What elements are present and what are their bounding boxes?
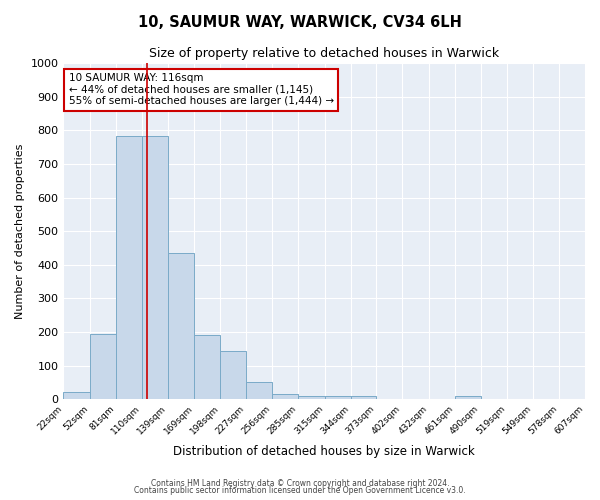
Bar bbox=[298, 396, 325, 399]
Bar bbox=[64, 392, 90, 399]
Bar bbox=[272, 394, 298, 399]
Title: Size of property relative to detached houses in Warwick: Size of property relative to detached ho… bbox=[149, 48, 499, 60]
Text: Contains HM Land Registry data © Crown copyright and database right 2024.: Contains HM Land Registry data © Crown c… bbox=[151, 478, 449, 488]
Text: 10, SAUMUR WAY, WARWICK, CV34 6LH: 10, SAUMUR WAY, WARWICK, CV34 6LH bbox=[138, 15, 462, 30]
Bar bbox=[194, 336, 220, 399]
Bar bbox=[116, 136, 142, 399]
Text: Contains public sector information licensed under the Open Government Licence v3: Contains public sector information licen… bbox=[134, 486, 466, 495]
Y-axis label: Number of detached properties: Number of detached properties bbox=[15, 144, 25, 319]
Bar bbox=[168, 253, 194, 399]
Bar bbox=[142, 136, 168, 399]
Bar bbox=[220, 351, 246, 399]
X-axis label: Distribution of detached houses by size in Warwick: Distribution of detached houses by size … bbox=[173, 444, 475, 458]
Bar bbox=[455, 396, 481, 399]
Bar bbox=[246, 382, 272, 399]
Bar bbox=[350, 396, 376, 399]
Bar bbox=[325, 396, 350, 399]
Bar bbox=[90, 334, 116, 399]
Text: 10 SAUMUR WAY: 116sqm
← 44% of detached houses are smaller (1,145)
55% of semi-d: 10 SAUMUR WAY: 116sqm ← 44% of detached … bbox=[68, 73, 334, 106]
